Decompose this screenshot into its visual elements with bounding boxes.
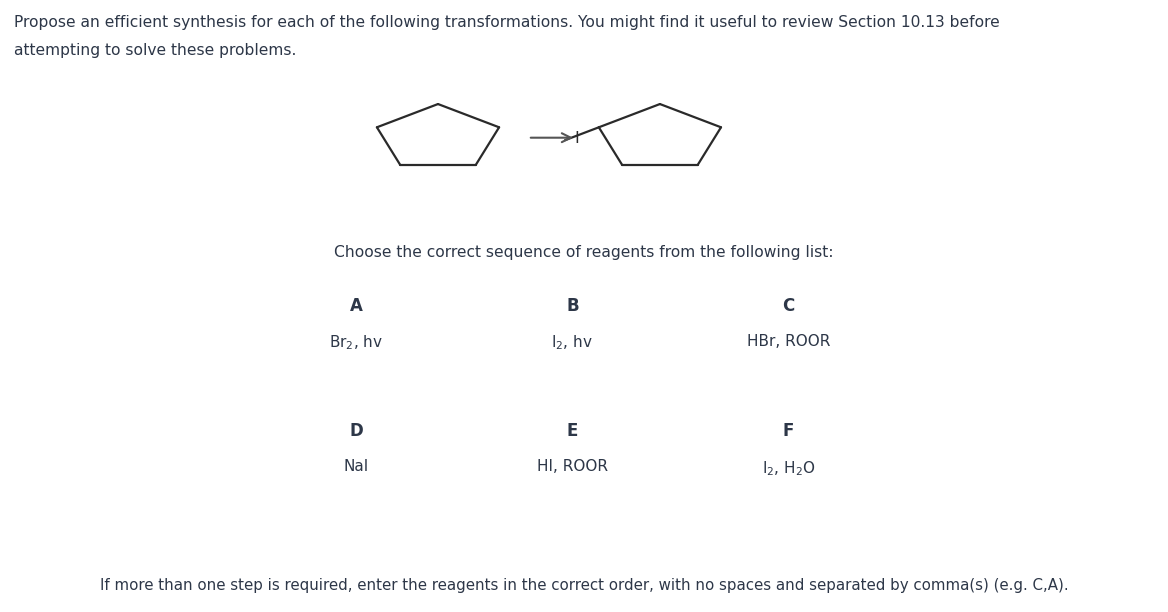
Text: $\mathregular{I_2}$, H$\mathregular{_2}$O: $\mathregular{I_2}$, H$\mathregular{_2}$… <box>762 459 815 478</box>
Text: HI, ROOR: HI, ROOR <box>537 459 607 474</box>
Text: B: B <box>566 297 578 315</box>
Text: A: A <box>349 297 363 315</box>
Text: Propose an efficient synthesis for each of the following transformations. You mi: Propose an efficient synthesis for each … <box>14 15 1000 31</box>
Text: C: C <box>783 297 794 315</box>
Text: If more than one step is required, enter the reagents in the correct order, with: If more than one step is required, enter… <box>99 578 1069 594</box>
Text: Choose the correct sequence of reagents from the following list:: Choose the correct sequence of reagents … <box>334 245 834 260</box>
Text: $\mathregular{I_2}$, hv: $\mathregular{I_2}$, hv <box>551 334 593 353</box>
Text: D: D <box>349 422 363 440</box>
Text: HBr, ROOR: HBr, ROOR <box>746 334 830 349</box>
Text: attempting to solve these problems.: attempting to solve these problems. <box>14 43 297 58</box>
Text: NaI: NaI <box>343 459 369 474</box>
Text: E: E <box>566 422 578 440</box>
Text: I: I <box>575 132 579 146</box>
Text: F: F <box>783 422 794 440</box>
Text: $\mathregular{Br_2}$, hv: $\mathregular{Br_2}$, hv <box>329 334 383 353</box>
